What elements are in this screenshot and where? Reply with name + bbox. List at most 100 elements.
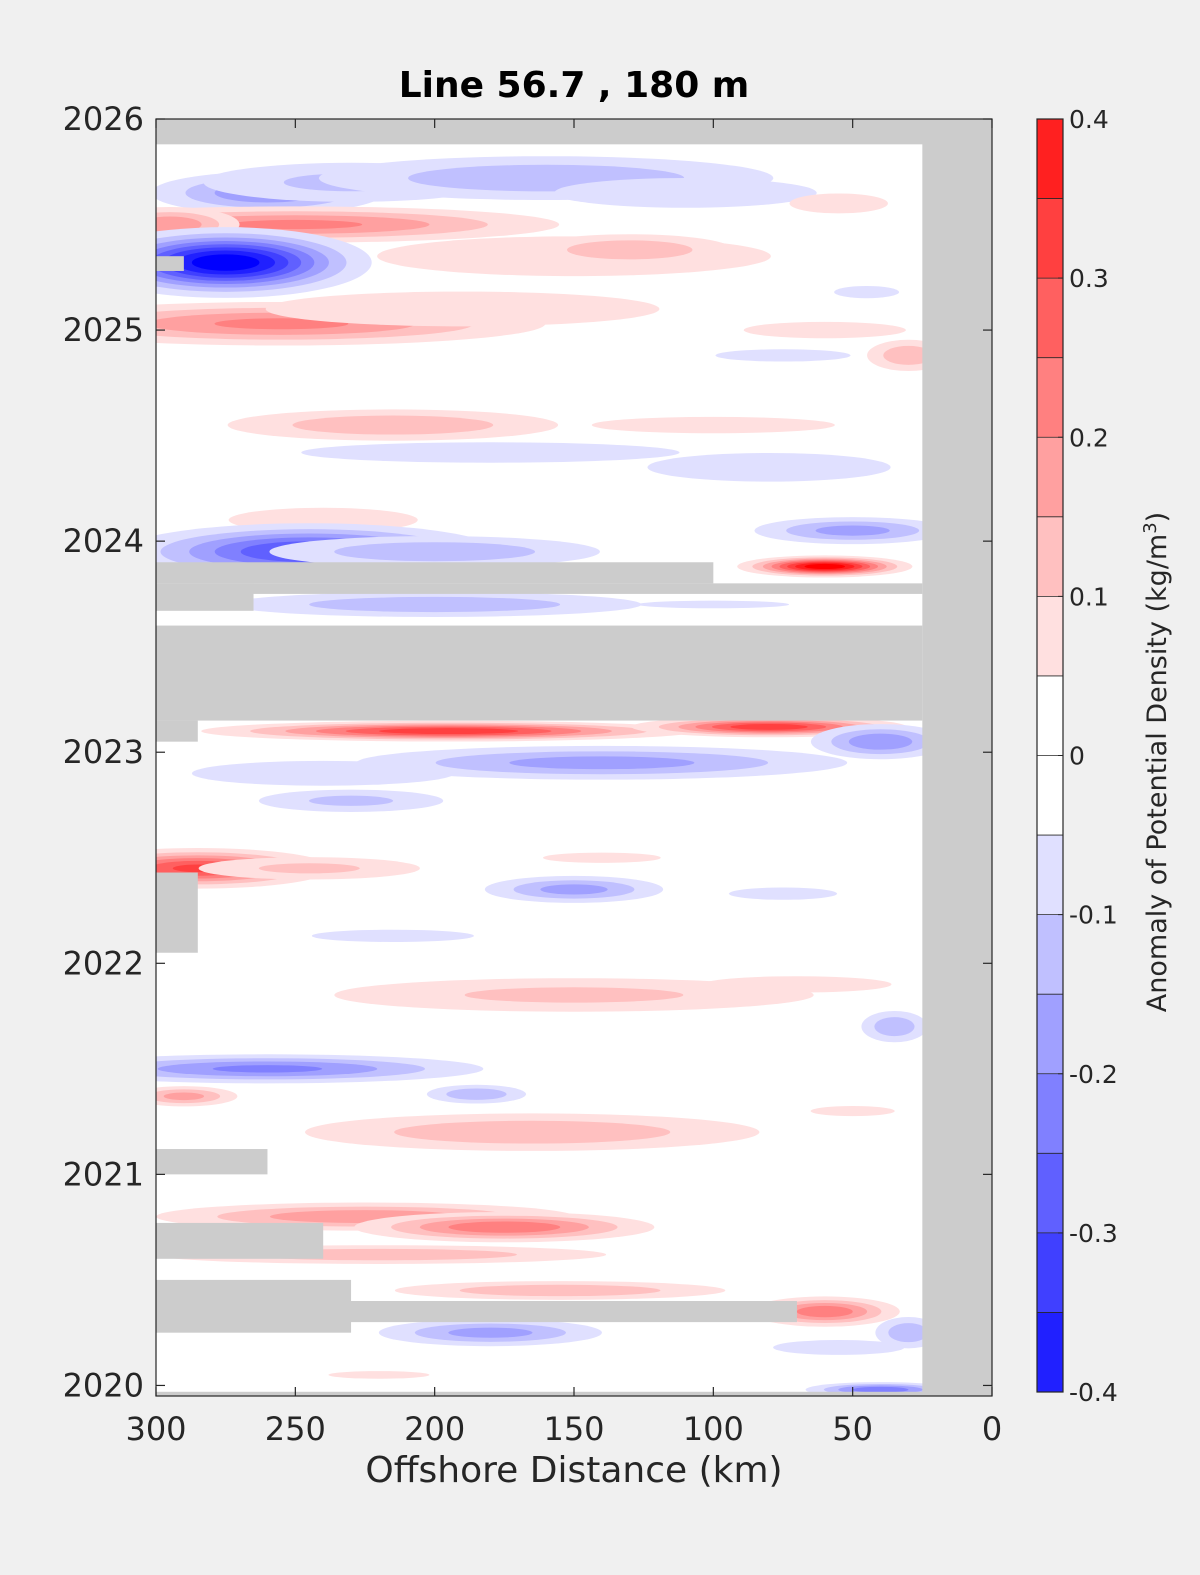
contour-band [815,525,890,536]
missing-data-region [156,1222,324,1259]
anomaly-blob [861,1010,928,1043]
contour-band [834,285,900,299]
contour-band [448,1221,561,1233]
colorbar-swatch [1037,1073,1063,1154]
anomaly-blob [311,929,474,942]
missing-data-layer [156,119,992,1396]
anomaly-blob [156,1086,238,1107]
colorbar-swatch [1037,1153,1063,1233]
colorbar-swatch [1037,994,1063,1074]
contour-band [309,596,561,613]
colorbar-tick-label: 0.4 [1069,105,1109,134]
contour-band [852,1386,909,1393]
anomaly-blob [754,517,951,545]
anomaly-blob [554,177,817,208]
contour-band [728,887,838,900]
y-tick-label: 2026 [63,100,144,138]
y-tick-label: 2020 [63,1366,144,1404]
contour-band [804,563,846,570]
contour-band [459,1284,661,1297]
contour-band [773,1339,905,1355]
contour-band [394,1120,671,1144]
colorbar-swatch [1037,675,1063,756]
colorbar-swatch [1037,755,1063,836]
y-tick-label: 2024 [63,522,144,560]
missing-data-region [156,625,923,721]
x-axis: 300 250 200 150 100 50 0 [125,119,1002,1448]
anomaly-blob [227,409,559,441]
y-tick-label: 2023 [63,733,144,771]
colorbar-swatch [1037,119,1063,199]
anomaly-blob [305,1113,760,1151]
contour-band [378,728,519,735]
anomaly-blob [394,1281,726,1300]
x-tick-label: 250 [265,1410,326,1448]
anomaly-blob [637,600,790,609]
anomaly-blob [789,193,888,214]
x-tick-label: 300 [125,1410,186,1448]
contour-band [163,1092,205,1101]
contour-band [308,795,394,806]
colorbar-swatch [1037,198,1063,279]
colorbar-tick-label: -0.4 [1069,1378,1118,1407]
anomaly-blob [484,875,664,903]
x-tick-label: 50 [832,1410,873,1448]
colorbar-label-main: Anomaly of Potential Density (kg/m [1142,534,1173,1012]
contour-band [591,416,835,434]
x-axis-label: Offshore Distance (km) [365,1450,782,1491]
anomaly-blob [191,760,455,786]
y-tick-label: 2025 [63,311,144,349]
contour-band [292,415,494,435]
missing-data-region [156,256,184,271]
anomaly-blob [354,1211,655,1243]
anomaly-blob [526,234,734,266]
colorbar: -0.4 -0.3 -0.2 -0.1 0 0.1 0.2 0.3 0.4 [1036,105,1118,1407]
contour-band [311,929,474,942]
contour-band [228,219,363,230]
missing-data-region [156,562,714,584]
anomaly-blob [328,1371,430,1379]
colorbar-swatch [1037,1312,1063,1392]
contour-band [542,852,661,863]
colorbar-swatch [1037,914,1063,995]
anomaly-blob [426,1084,527,1104]
missing-data-region [156,1301,797,1323]
contour-band [566,240,693,260]
colorbar-tick-label: -0.3 [1069,1219,1118,1248]
colorbar-swatch [1037,437,1063,517]
anomaly-blob [198,857,420,880]
contour-band [789,193,888,214]
colorbar-tick-label: -0.1 [1069,901,1118,930]
anomaly-blob [834,285,900,299]
anomaly-blob [269,536,600,568]
contour-band [301,442,680,463]
y-axis: 2020 2021 2022 2023 2024 2025 2026 [63,100,992,1404]
anomaly-blob [265,291,660,327]
contour-band [258,863,360,874]
contour-band [328,1371,430,1379]
x-tick-label: 0 [982,1410,1002,1448]
colorbar-tick-label: -0.2 [1069,1060,1118,1089]
anomaly-blob [728,887,838,900]
contour-band [446,1088,507,1100]
contour-band [647,452,891,482]
contour-band [883,345,934,365]
colorbar-swatch [1037,516,1063,597]
anomaly-layer [156,156,956,1396]
anomaly-blob [378,1319,602,1347]
anomaly-blob [715,349,851,362]
colorbar-swatch [1037,596,1063,676]
contour-band [730,723,808,730]
anomaly-blob [810,724,951,760]
contour-band [191,760,455,786]
contour-band [743,321,906,339]
contour-band [448,1327,533,1338]
anomaly-blob [356,745,848,780]
colorbar-swatch [1037,835,1063,915]
missing-data-region [156,583,923,594]
colorbar-swatch [1037,278,1063,358]
anomaly-blob [591,416,835,434]
y-tick-label: 2022 [63,944,144,982]
contour-band [715,349,851,362]
missing-data-region [156,872,198,953]
